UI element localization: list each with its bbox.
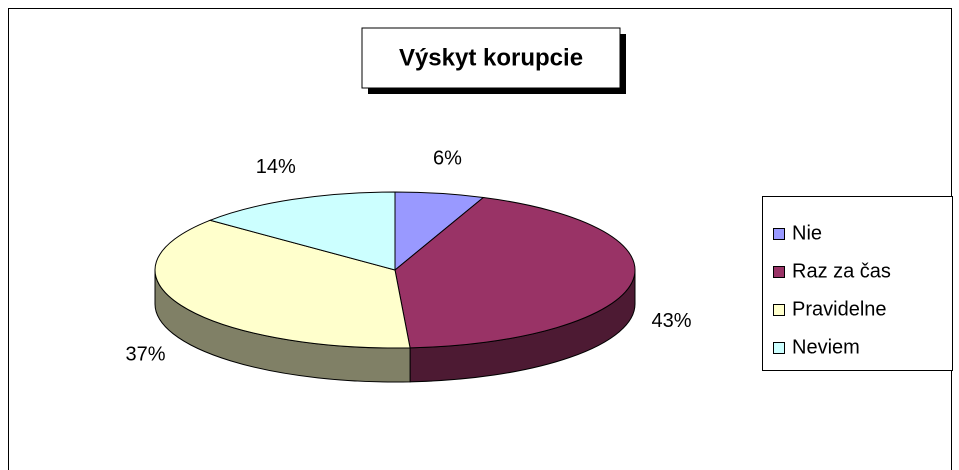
- pie-slice: [154, 219, 411, 349]
- legend-label: Neviem: [792, 336, 860, 358]
- title-box: [361, 27, 621, 89]
- legend-swatch: [773, 342, 785, 354]
- legend-swatch: [773, 266, 785, 278]
- legend-label: Nie: [792, 222, 822, 244]
- data-label: 14%: [256, 156, 296, 178]
- legend-label: Raz za čas: [792, 260, 891, 282]
- legend-swatch: [773, 228, 785, 240]
- legend-swatch: [773, 304, 785, 316]
- data-label: 43%: [652, 310, 692, 332]
- legend-label: Pravidelne: [792, 298, 887, 320]
- chart-title: Výskyt korupcie: [399, 44, 583, 71]
- data-label: 6%: [433, 147, 462, 169]
- pie-slice: [394, 196, 636, 349]
- legend-box: [762, 196, 953, 371]
- pie-slice: [208, 191, 396, 271]
- data-label: 37%: [126, 344, 166, 366]
